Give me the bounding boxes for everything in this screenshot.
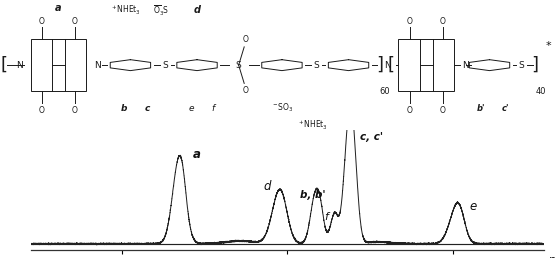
Text: ]: ]	[532, 56, 538, 74]
Text: c: c	[144, 104, 150, 113]
Text: a: a	[55, 3, 62, 13]
Text: [: [	[1, 56, 8, 74]
Text: S: S	[236, 61, 241, 70]
Text: O: O	[440, 17, 446, 26]
Text: O: O	[72, 17, 78, 26]
Text: ]: ]	[376, 56, 383, 74]
Text: d: d	[264, 180, 271, 193]
Text: O: O	[243, 35, 248, 44]
Text: f: f	[211, 104, 214, 113]
Text: O: O	[72, 106, 78, 115]
Text: 60: 60	[380, 87, 391, 96]
Text: O: O	[39, 17, 44, 26]
Text: c': c'	[501, 104, 509, 113]
Text: N: N	[16, 61, 23, 70]
Text: b, b': b, b'	[300, 190, 325, 200]
Text: e: e	[189, 104, 194, 113]
Text: O: O	[39, 106, 44, 115]
Text: d: d	[194, 5, 200, 15]
Text: $^+$NHEt$_3$: $^+$NHEt$_3$	[110, 4, 142, 17]
Text: S: S	[163, 61, 168, 70]
Text: *: *	[546, 41, 551, 51]
Text: e: e	[470, 200, 477, 213]
Text: $\overline{\mathrm{O}}_3\mathrm{S}$: $\overline{\mathrm{O}}_3\mathrm{S}$	[153, 3, 169, 18]
Text: f: f	[324, 212, 328, 222]
Text: N: N	[94, 61, 100, 70]
Text: b: b	[120, 104, 127, 113]
Text: O: O	[407, 106, 412, 115]
Text: N: N	[462, 61, 468, 70]
Text: 40: 40	[536, 87, 546, 96]
Text: ppm: ppm	[549, 254, 555, 258]
Text: $^-$SO$_3$: $^-$SO$_3$	[270, 102, 294, 114]
Text: O: O	[243, 86, 248, 95]
Text: $^+$NHEt$_3$: $^+$NHEt$_3$	[297, 118, 328, 132]
Text: S: S	[314, 61, 319, 70]
FancyBboxPatch shape	[398, 39, 454, 91]
Text: a: a	[193, 148, 201, 160]
Text: O: O	[440, 106, 446, 115]
Text: S: S	[519, 61, 524, 70]
Text: [: [	[387, 56, 394, 74]
Text: N: N	[384, 61, 391, 70]
Text: O: O	[407, 17, 412, 26]
Text: b': b'	[477, 104, 486, 113]
FancyBboxPatch shape	[31, 39, 86, 91]
Text: c, c': c, c'	[360, 132, 383, 142]
